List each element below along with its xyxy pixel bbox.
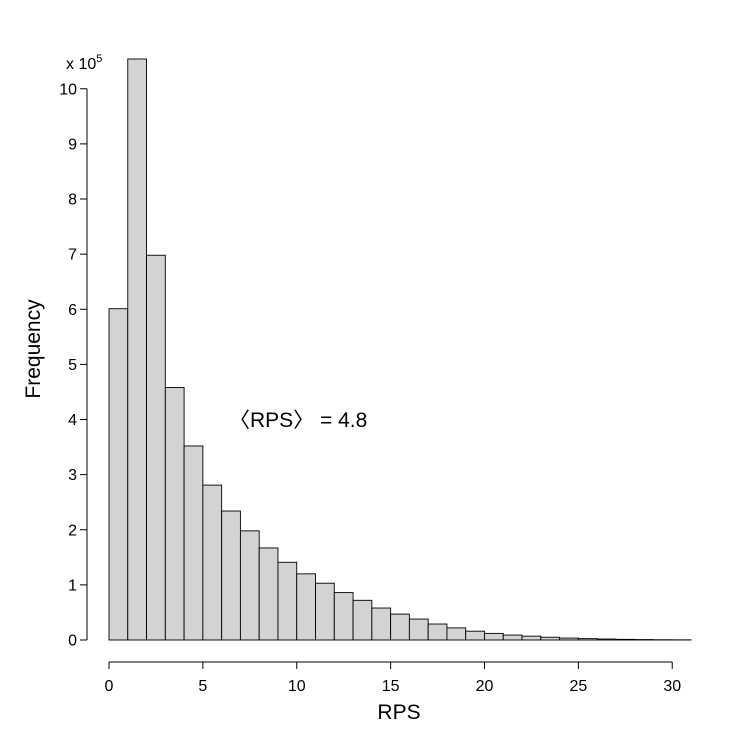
- histogram-bar: [316, 583, 335, 640]
- y-axis-label: Frequency: [22, 299, 45, 399]
- x-tick-label: 20: [476, 678, 494, 695]
- y-tick-label: 6: [68, 302, 77, 319]
- histogram-bar: [353, 600, 372, 640]
- y-tick-label: 3: [68, 467, 77, 484]
- annotation-mean-rps: 〈RPS〉 = 4.8: [229, 409, 367, 432]
- y-tick-label: 1: [68, 577, 77, 594]
- x-tick-label: 5: [198, 678, 207, 695]
- histogram-bar: [372, 608, 391, 640]
- x-tick-label: 15: [382, 678, 400, 695]
- histogram-bar: [503, 635, 522, 640]
- y-multiplier-exponent: 5: [96, 53, 102, 65]
- histogram-bar: [297, 574, 316, 640]
- histogram-bar: [522, 636, 541, 640]
- x-tick-label: 30: [663, 678, 681, 695]
- histogram-bar: [616, 639, 635, 640]
- histogram-bar: [203, 485, 222, 640]
- histogram-bar: [409, 619, 428, 640]
- histogram-bar: [240, 531, 259, 640]
- x-tick-label: 0: [105, 678, 114, 695]
- bars-layer: [109, 59, 691, 640]
- histogram-bar: [109, 309, 128, 640]
- x-tick-label: 25: [569, 678, 587, 695]
- y-tick-label: 0: [68, 633, 77, 650]
- y-multiplier-label: x 105: [66, 53, 102, 73]
- histogram-bar: [391, 614, 410, 640]
- y-tick-label: 2: [68, 522, 77, 539]
- histogram-bar: [447, 628, 466, 640]
- histogram-bar: [334, 593, 353, 640]
- histogram-bar: [165, 388, 184, 640]
- histogram-bar: [147, 255, 166, 640]
- histogram-bar: [466, 631, 485, 640]
- histogram-bar: [259, 548, 278, 640]
- histogram-bar: [128, 59, 147, 640]
- histogram-bar: [597, 639, 616, 640]
- y-tick-label: 5: [68, 357, 77, 374]
- histogram-bar: [560, 638, 579, 640]
- y-tick-label: 10: [59, 81, 77, 98]
- histogram-bar: [184, 446, 203, 640]
- y-tick-label: 9: [68, 136, 77, 153]
- x-axis-label: RPS: [377, 701, 420, 724]
- histogram-bar: [278, 562, 297, 640]
- y-multiplier-prefix: x 10: [66, 56, 96, 73]
- histogram-bar: [541, 637, 560, 640]
- histogram-bar: [484, 633, 503, 640]
- histogram-bar: [222, 511, 241, 640]
- histogram-bar: [578, 639, 597, 640]
- y-tick-label: 4: [68, 412, 77, 429]
- y-tick-label: 8: [68, 192, 77, 209]
- y-tick-label: 7: [68, 247, 77, 264]
- x-tick-label: 10: [288, 678, 306, 695]
- histogram-bar: [428, 624, 447, 640]
